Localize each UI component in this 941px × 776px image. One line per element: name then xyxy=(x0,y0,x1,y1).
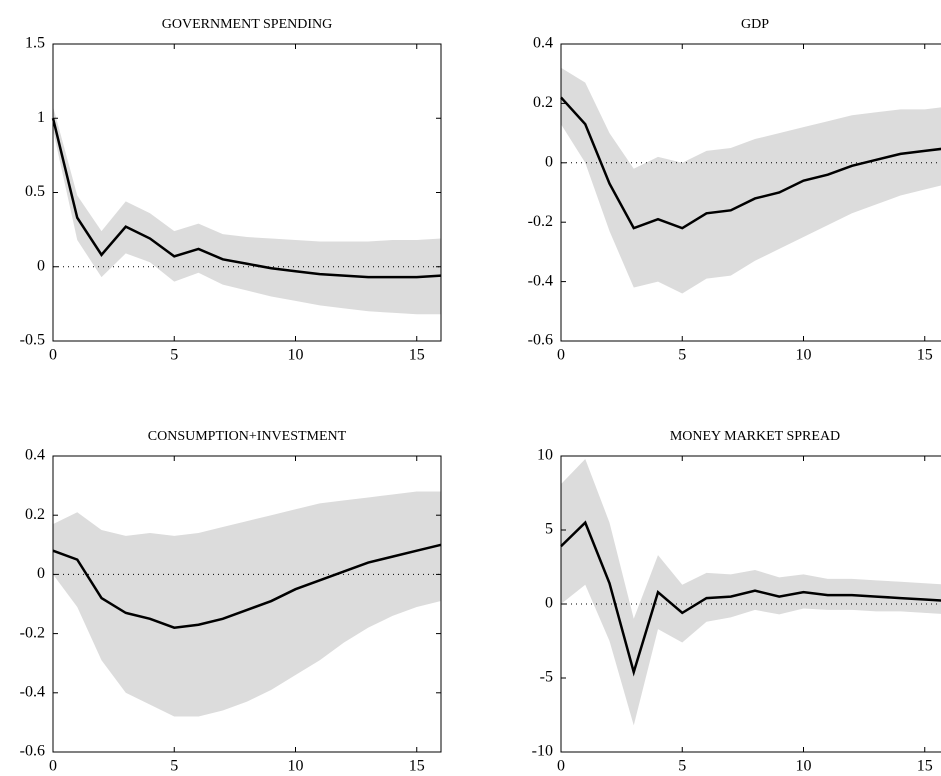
x-tick-label: 0 xyxy=(557,758,565,775)
chart-title: CONSUMPTION+INVESTMENT xyxy=(148,429,347,444)
chart-title: GDP xyxy=(741,17,769,32)
confidence-band xyxy=(561,67,941,294)
chart-title: MONEY MARKET SPREAD xyxy=(670,429,840,444)
x-tick-label: 5 xyxy=(678,347,686,364)
response-line xyxy=(560,96,941,230)
x-tick-label: 10 xyxy=(288,758,304,775)
y-tick-label: 0.4 xyxy=(25,447,45,464)
y-tick-label: -0.5 xyxy=(20,332,45,349)
plot-frame xyxy=(52,455,442,753)
y-tick-label: 5 xyxy=(545,521,553,538)
x-tick-label: 10 xyxy=(288,347,304,364)
y-tick-label: 10 xyxy=(537,447,553,464)
y-tick-label: -10 xyxy=(532,743,553,760)
y-tick-label: -0.6 xyxy=(20,743,45,760)
response-line xyxy=(52,543,442,629)
y-tick-label: 0.2 xyxy=(25,506,45,523)
x-tick-label: 5 xyxy=(170,347,178,364)
plot-frame xyxy=(560,43,941,342)
x-tick-label: 5 xyxy=(170,758,178,775)
confidence-band xyxy=(53,106,441,315)
y-tick-label: 0 xyxy=(545,595,553,612)
x-tick-label: 5 xyxy=(678,758,686,775)
x-tick-label: 10 xyxy=(796,347,812,364)
x-tick-label: 0 xyxy=(49,758,57,775)
chart-title: GOVERNMENT SPENDING xyxy=(162,17,332,32)
y-tick-label: -5 xyxy=(540,669,553,686)
y-tick-label: 0.5 xyxy=(25,183,45,200)
y-tick-label: 0 xyxy=(37,565,45,582)
x-tick-label: 15 xyxy=(917,758,933,775)
response-line xyxy=(560,520,941,677)
x-tick-label: 0 xyxy=(557,347,565,364)
x-tick-label: 15 xyxy=(409,758,425,775)
y-tick-label: -0.2 xyxy=(20,624,45,641)
response-line xyxy=(51,117,442,279)
x-tick-label: 10 xyxy=(796,758,812,775)
y-tick-label: -0.4 xyxy=(20,683,45,700)
y-tick-label: 0 xyxy=(545,153,553,170)
y-tick-label: 0 xyxy=(37,257,45,274)
confidence-band xyxy=(53,491,441,717)
x-tick-label: 15 xyxy=(917,347,933,364)
y-tick-label: 0.4 xyxy=(533,35,553,52)
y-tick-label: 1.5 xyxy=(25,35,45,52)
y-tick-label: -0.6 xyxy=(528,332,553,349)
y-tick-label: 1 xyxy=(37,109,45,126)
x-tick-label: 15 xyxy=(409,347,425,364)
y-tick-label: 0.2 xyxy=(533,94,553,111)
y-tick-label: -0.2 xyxy=(528,213,553,230)
x-tick-label: 0 xyxy=(49,347,57,364)
y-tick-label: -0.4 xyxy=(528,272,553,289)
